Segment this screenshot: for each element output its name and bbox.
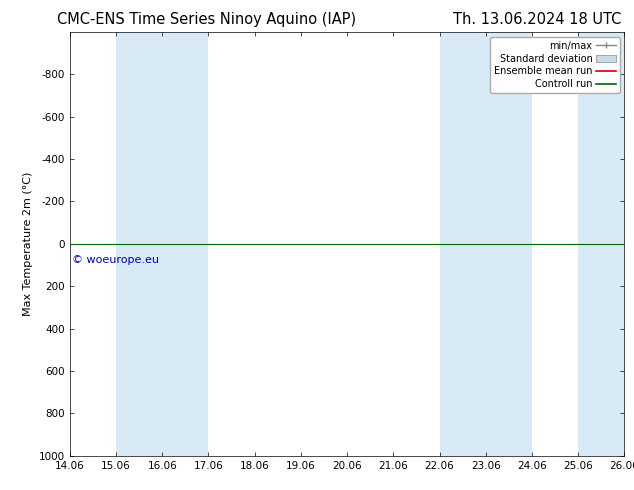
Bar [578,32,624,456]
Text: CMC-ENS Time Series Ninoy Aquino (IAP): CMC-ENS Time Series Ninoy Aquino (IAP) [57,12,356,27]
Bar [116,32,162,456]
Y-axis label: Max Temperature 2m (°C): Max Temperature 2m (°C) [23,172,33,316]
Bar [486,32,532,456]
Bar [162,32,209,456]
Bar [439,32,486,456]
Text: Th. 13.06.2024 18 UTC: Th. 13.06.2024 18 UTC [453,12,621,27]
Legend: min/max, Standard deviation, Ensemble mean run, Controll run: min/max, Standard deviation, Ensemble me… [490,37,619,93]
Text: © woeurope.eu: © woeurope.eu [72,255,158,266]
